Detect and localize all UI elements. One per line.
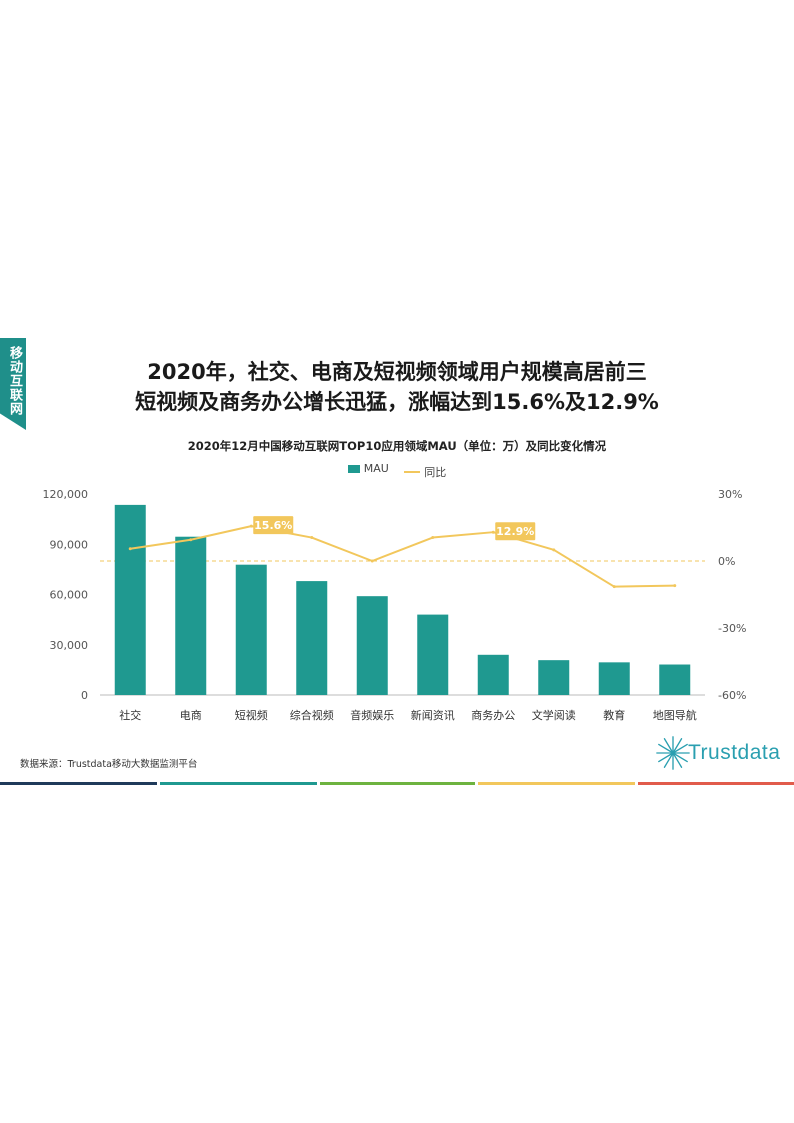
footer-rule-3	[320, 782, 475, 785]
y-left-tick-label: 0	[81, 689, 88, 702]
x-tick-label: 商务办公	[471, 708, 515, 722]
callout-box	[495, 522, 536, 541]
point-yoy	[310, 536, 314, 540]
x-tick-label: 社交	[119, 708, 141, 722]
headline-line-2: 短视频及商务办公增长迅猛，涨幅达到15.6%及12.9%	[135, 390, 659, 414]
trustdata-logo: Trustdata	[654, 733, 786, 773]
bar-mau	[296, 581, 328, 695]
bar-mau	[538, 660, 570, 695]
legend-swatch-line	[404, 470, 421, 473]
legend-label-mau: MAU	[363, 462, 389, 475]
legend-item-yoy: 同比	[404, 464, 446, 480]
section-tab-label: 移动互联网	[7, 346, 22, 416]
point-yoy	[552, 548, 556, 552]
y-left-tick-label: 60,000	[50, 589, 89, 602]
callout-label: 12.9%	[496, 525, 534, 538]
legend-label-yoy: 同比	[424, 465, 447, 479]
bar-mau	[417, 614, 449, 695]
footer-rule-4	[478, 782, 635, 785]
footer-rule-5	[638, 782, 794, 785]
section-tab: 移动互联网	[0, 338, 26, 430]
headline-line-1: 2020年，社交、电商及短视频领域用户规模高居前三	[147, 360, 647, 384]
point-yoy	[370, 559, 374, 563]
chart-plot: 0 30,000 60,000 90,000 120,000 -60% -30% 0% 30% 社…	[43, 488, 747, 722]
y-right-tick-label: -60%	[718, 689, 746, 702]
point-yoy	[491, 530, 495, 534]
point-yoy	[431, 536, 435, 540]
legend-swatch-bar	[347, 464, 360, 473]
callout-label: 15.6%	[254, 519, 292, 532]
chart-title: 2020年12月中国移动互联网TOP10应用领域MAU（单位：万）及同比变化情况	[187, 439, 607, 453]
legend-item-mau: MAU	[347, 462, 389, 475]
line-yoy	[130, 525, 675, 588]
footer-rule-2	[160, 782, 317, 785]
data-source: 数据来源：Trustdata移动大数据监测平台	[20, 759, 198, 770]
footer-rule-1	[0, 782, 157, 785]
x-tick-label: 音频娱乐	[350, 708, 394, 722]
y-left-tick-label: 30,000	[50, 639, 89, 652]
bar-mau	[659, 664, 691, 695]
x-tick-label: 教育	[603, 708, 625, 722]
x-tick-label: 文学阅读	[532, 708, 576, 722]
bar-mau	[356, 596, 388, 695]
point-yoy	[249, 524, 253, 528]
point-yoy	[673, 584, 677, 588]
bar-mau	[235, 564, 267, 695]
y-right-tick-label: -30%	[718, 622, 746, 635]
x-tick-label: 新闻资讯	[411, 708, 455, 722]
point-yoy	[189, 538, 193, 542]
x-tick-label: 短视频	[235, 708, 268, 722]
callout-box	[253, 516, 294, 535]
starburst-icon	[656, 736, 690, 770]
y-right-tick-label: 30%	[718, 488, 742, 501]
bar-mau	[598, 662, 630, 695]
x-tick-label: 地图导航	[653, 708, 697, 722]
x-tick-label: 电商	[180, 708, 202, 722]
y-left-tick-label: 90,000	[50, 538, 89, 551]
x-tick-label: 综合视频	[290, 708, 334, 722]
bar-mau	[114, 504, 146, 695]
logo-text: Trustdata	[688, 741, 781, 764]
bar-mau	[175, 536, 207, 695]
chart-legend: MAU 同比	[0, 462, 794, 480]
point-yoy	[612, 585, 616, 589]
y-left-tick-label: 120,000	[43, 488, 89, 501]
bar-mau	[477, 654, 509, 695]
y-right-tick-label: 0%	[718, 555, 735, 568]
point-yoy	[128, 547, 132, 551]
